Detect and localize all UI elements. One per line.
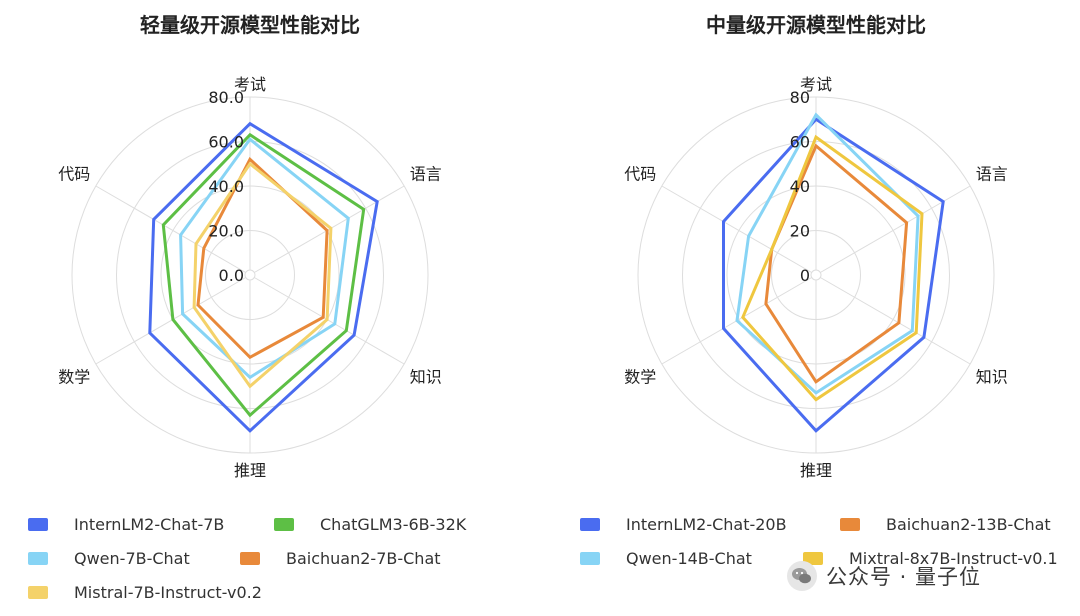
- chart-title: 中量级开源模型性能对比: [706, 13, 926, 37]
- tick-label: 20: [790, 222, 810, 241]
- legend-swatch: [28, 585, 48, 599]
- grid-spoke: [95, 277, 246, 365]
- axis-label: 语言: [976, 165, 1008, 184]
- axis-label: 考试: [800, 75, 832, 94]
- series-line: [161, 132, 366, 418]
- grid-spoke: [95, 185, 246, 273]
- series-line: [196, 156, 329, 360]
- tick-label: 80: [790, 88, 810, 107]
- tick-label: 0.0: [219, 266, 244, 285]
- watermark-text: 公众号 · 量子位: [826, 565, 982, 589]
- legend-swatch: [580, 551, 600, 565]
- legend-swatch: [274, 517, 294, 531]
- grid-spoke: [820, 277, 971, 365]
- legend-label: Qwen-7B-Chat: [74, 548, 190, 568]
- legend-swatch: [803, 551, 823, 565]
- series-line: [722, 117, 945, 433]
- legend-swatch: [240, 551, 260, 565]
- grid-spoke: [820, 185, 971, 273]
- legend-swatch: [28, 551, 48, 565]
- tick-label: 60.0: [208, 133, 244, 152]
- watermark: 公众号 · 量子位: [786, 558, 981, 594]
- axis-label: 考试: [234, 75, 266, 94]
- legend-item[interactable]: Mistral-7B-Instruct-v0.2: [28, 581, 262, 603]
- tick-label: 40: [790, 177, 810, 196]
- axis-label: 代码: [58, 165, 90, 184]
- legend-swatch: [580, 517, 600, 531]
- tick-label: 80.0: [208, 88, 244, 107]
- legend-label: Qwen-14B-Chat: [626, 548, 752, 568]
- grid-spoke: [254, 277, 405, 365]
- axis-label: 语言: [410, 165, 442, 184]
- chart-title: 轻量级开源模型性能对比: [140, 13, 360, 37]
- series-line: [192, 161, 333, 389]
- axis-label: 数学: [624, 368, 656, 387]
- legend-item[interactable]: InternLM2-Chat-20B: [580, 513, 787, 535]
- legend-swatch: [28, 517, 48, 531]
- legend-item[interactable]: Mixtral-8x7B-Instruct-v0.1: [803, 547, 1058, 569]
- axis-label: 推理: [234, 461, 266, 480]
- axis-label: 知识: [976, 368, 1008, 387]
- legend-swatch: [840, 517, 860, 531]
- legend-label: Mistral-7B-Instruct-v0.2: [74, 582, 262, 602]
- tick-label: 0: [800, 266, 810, 285]
- axis-label: 推理: [800, 461, 832, 480]
- tick-label: 20.0: [208, 222, 244, 241]
- legend-label: Mixtral-8x7B-Instruct-v0.1: [849, 548, 1058, 568]
- legend-item[interactable]: InternLM2-Chat-7B: [28, 513, 224, 535]
- legend-item[interactable]: ChatGLM3-6B-32K: [274, 513, 466, 535]
- legend-label: ChatGLM3-6B-32K: [320, 514, 467, 534]
- legend-label: InternLM2-Chat-7B: [74, 514, 225, 534]
- axis-label: 数学: [58, 368, 90, 387]
- grid-spoke: [661, 185, 812, 273]
- grid-center: [810, 269, 822, 281]
- legend-label: Baichuan2-13B-Chat: [886, 514, 1051, 534]
- legend-item[interactable]: Baichuan2-13B-Chat: [840, 513, 1051, 535]
- axis-label: 知识: [410, 368, 442, 387]
- series-line: [179, 137, 350, 380]
- grid-center: [244, 269, 256, 281]
- wechat-icon: [787, 561, 817, 591]
- series-line: [148, 121, 379, 433]
- legend-label: Baichuan2-7B-Chat: [286, 548, 441, 568]
- legend-item[interactable]: Qwen-7B-Chat: [28, 547, 190, 569]
- legend-label: InternLM2-Chat-20B: [626, 514, 787, 534]
- tick-label: 40.0: [208, 177, 244, 196]
- legend-item[interactable]: Qwen-14B-Chat: [580, 547, 752, 569]
- tick-label: 60: [790, 133, 810, 152]
- axis-label: 代码: [624, 165, 656, 184]
- series-line: [735, 112, 920, 395]
- grid-spoke: [254, 185, 405, 273]
- series-line: [741, 134, 924, 402]
- legend-item[interactable]: Baichuan2-7B-Chat: [240, 547, 441, 569]
